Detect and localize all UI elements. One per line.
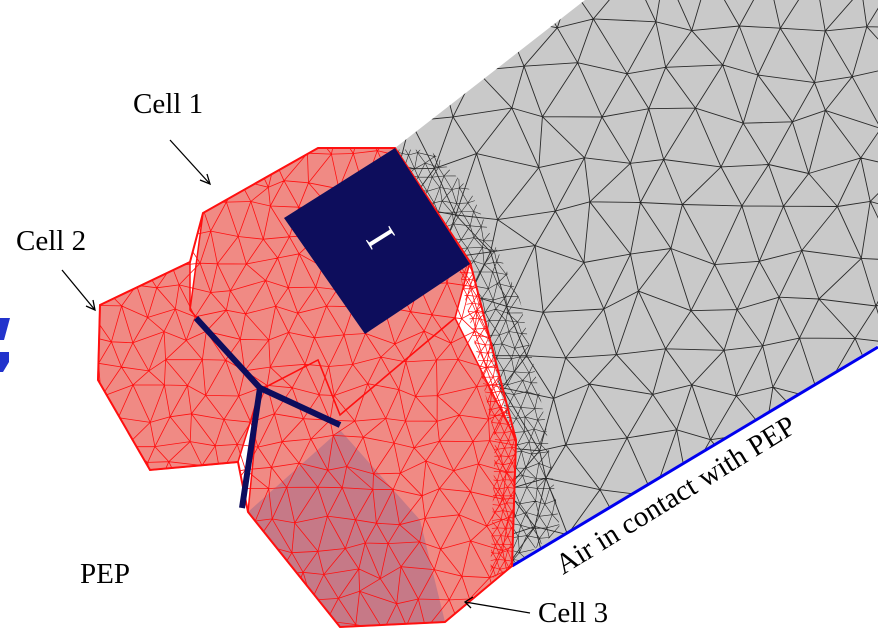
marker-face-square: [284, 148, 470, 334]
edge-glyph-upper: [0, 318, 10, 340]
label-cell-1: Cell 1: [133, 88, 203, 120]
interface-line-right: [258, 385, 342, 428]
cell-interfaces: [193, 315, 342, 509]
arrow-cell2: [61, 269, 96, 311]
label-arrows: [61, 139, 531, 614]
marker-face: I: [284, 148, 470, 334]
arrow-cell3: [464, 601, 531, 614]
air-region-fill: [318, 0, 878, 568]
label-cell-2: Cell 2: [16, 225, 86, 257]
edge-glyph-fragments: [0, 318, 10, 372]
cells-outline: [96, 147, 518, 629]
edge-glyph-lower: [0, 352, 9, 372]
arrow-cell1-head: [199, 173, 212, 186]
label-pep: PEP: [80, 558, 130, 590]
interface-line-upper: [193, 315, 263, 391]
arrow-cell2-head: [85, 299, 96, 312]
cells-region: [96, 147, 518, 629]
cell-3-shaded-side: [248, 430, 445, 627]
arrow-cell3-head: [463, 596, 474, 609]
air-pep-boundary-line: [511, 345, 878, 568]
label-cell-3: Cell 3: [538, 597, 608, 629]
arrow-cell1: [169, 139, 211, 185]
interface-line-lower: [239, 387, 263, 509]
